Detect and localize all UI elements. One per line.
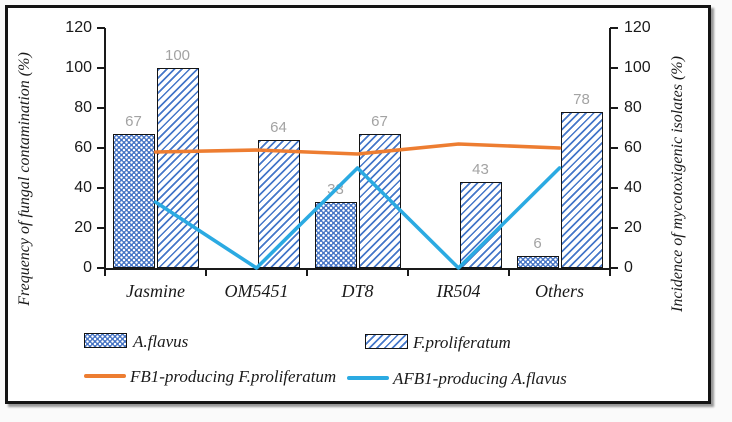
bottom-axis-line: [104, 268, 611, 270]
x-axis-tick: [104, 268, 106, 276]
legend-swatch-aflavus-dotted-diamond-icon: [84, 333, 127, 348]
legend-swatch-fproliferatum-diagonal-hatch-icon: [365, 334, 408, 349]
left-axis-tick-label: 40: [74, 179, 92, 196]
left-axis-tick: [97, 187, 105, 189]
right-axis-tick: [610, 147, 618, 149]
bar-aflavus-others: [516, 256, 559, 268]
left-axis-tick-label: 0: [83, 259, 92, 276]
bar-aflavus-jasmine: [112, 134, 155, 268]
right-axis-tick: [610, 67, 618, 69]
x-axis-tick: [508, 268, 510, 276]
legend-line-afb1-icon: [347, 376, 389, 380]
right-axis-tick: [610, 227, 618, 229]
bar-value-label: 78: [573, 91, 590, 108]
right-axis-tick-label: 20: [624, 219, 642, 236]
left-axis-tick: [97, 267, 105, 269]
bar-value-label: 43: [472, 161, 489, 178]
left-axis-tick-label: 20: [74, 219, 92, 236]
left-axis-tick: [97, 27, 105, 29]
bar-fproliferatum-dt8: [358, 134, 401, 268]
x-axis-tick: [609, 268, 611, 276]
line-afb1-producing-a-flavus: [153, 166, 562, 270]
right-axis-tick: [610, 27, 618, 29]
x-category-label-ir504: IR504: [436, 281, 481, 301]
legend-label-fb1: FB1-producing F.proliferatum: [130, 367, 337, 386]
bar-value-label: 67: [371, 113, 388, 130]
right-axis-tick-label: 60: [624, 139, 642, 156]
bar-value-label: 6: [533, 235, 542, 252]
x-axis-tick: [407, 268, 409, 276]
left-axis-tick-label: 120: [65, 19, 92, 36]
bar-value-label: 64: [270, 119, 287, 136]
left-axis-tick: [97, 147, 105, 149]
right-axis-tick: [610, 107, 618, 109]
right-axis-tick-label: 0: [624, 259, 633, 276]
left-axis-tick: [97, 107, 105, 109]
x-category-label-dt8: DT8: [341, 281, 374, 301]
legend-label-fproliferatum: F.proliferatum: [413, 333, 511, 352]
bar-fproliferatum-jasmine: [156, 68, 199, 268]
left-axis-tick-label: 100: [65, 59, 92, 76]
left-axis-line: [104, 28, 106, 270]
x-category-label-jasmine: Jasmine: [126, 281, 185, 301]
x-category-label-om5451: OM5451: [224, 281, 289, 301]
left-axis-tick: [97, 67, 105, 69]
left-axis-tick-label: 80: [74, 99, 92, 116]
bar-value-label: 100: [164, 47, 191, 64]
legend-label-afb1: AFB1-producing A.flavus: [393, 369, 567, 388]
right-axis-tick-label: 120: [624, 19, 651, 36]
line-fb1-producing-f-proliferatum: [153, 142, 562, 156]
right-axis-tick-label: 80: [624, 99, 642, 116]
right-axis-tick: [610, 267, 618, 269]
x-category-label-others: Others: [535, 281, 584, 301]
right-axis-tick-label: 40: [624, 179, 642, 196]
right-axis-tick-label: 100: [624, 59, 651, 76]
x-axis-tick: [205, 268, 207, 276]
right-axis-line: [609, 28, 611, 270]
legend-label-aflavus: A.flavus: [133, 332, 189, 351]
chart-frame: Frequency of fungal contamination (%) In…: [5, 5, 711, 404]
bar-fproliferatum-om5451: [257, 140, 300, 268]
line-series-layer: [153, 142, 562, 270]
bar-value-label: 67: [125, 113, 142, 130]
bar-fproliferatum-others: [560, 112, 603, 268]
legend-line-fb1-icon: [84, 374, 126, 378]
x-axis-tick: [306, 268, 308, 276]
left-axis-tick-label: 60: [74, 139, 92, 156]
bar-aflavus-dt8: [314, 202, 357, 268]
bar-fproliferatum-ir504: [459, 182, 502, 268]
right-axis-tick: [610, 187, 618, 189]
left-axis-tick: [97, 227, 105, 229]
